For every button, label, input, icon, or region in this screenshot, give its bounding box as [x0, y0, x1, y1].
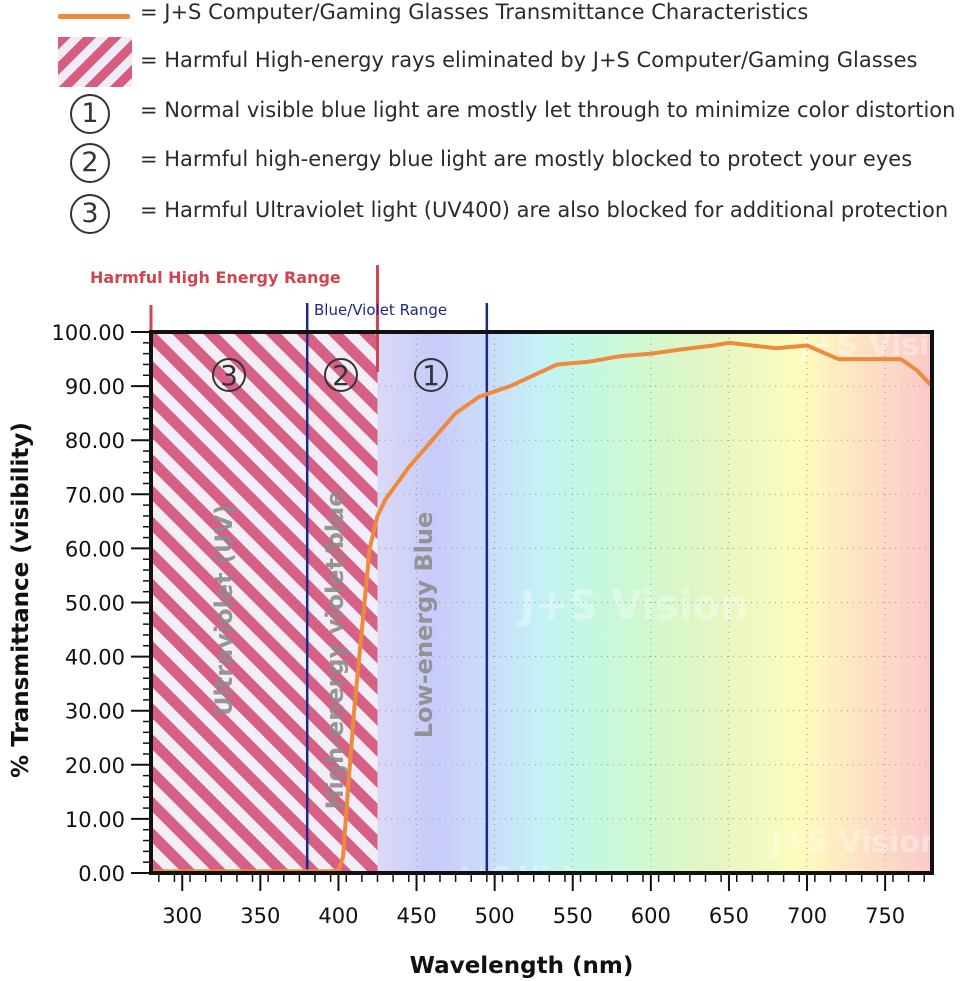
y-tick-label: 40.00: [65, 646, 125, 670]
watermark-text: J+S Vision: [517, 583, 749, 629]
region-vertical-label: Low-energy Blue: [410, 512, 438, 738]
y-tick-label: 100.00: [52, 321, 125, 345]
x-tick-label: 650: [709, 904, 749, 928]
x-tick-label: 350: [240, 904, 280, 928]
region-symbol: 3: [220, 359, 238, 392]
y-tick-label: 60.00: [65, 537, 125, 561]
hatched-region: [151, 332, 378, 873]
legend-text: = Normal visible blue light are mostly l…: [140, 98, 956, 122]
watermark-text: J+S Vision: [768, 825, 941, 860]
region-vertical-label: High-energy violet/blue: [321, 490, 349, 809]
y-axis-title: % Transmittance (visibility): [8, 422, 34, 778]
legend-text: = J+S Computer/Gaming Glasses Transmitta…: [140, 0, 809, 24]
hatch-swatch: [58, 37, 132, 87]
y-tick-label: 90.00: [65, 375, 125, 399]
legend-item-3: 3 = Harmful Ultraviolet light (UV400) ar…: [0, 194, 968, 234]
x-tick-label: 550: [553, 904, 593, 928]
transmittance-curve: [149, 340, 934, 874]
legend-text: = Harmful Ultraviolet light (UV400) are …: [140, 198, 949, 222]
region-symbol: 1: [422, 359, 440, 392]
legend-item-2: 2 = Harmful high-energy blue light are m…: [0, 143, 968, 183]
y-tick-label: 50.00: [65, 592, 125, 616]
harmful-range-label: Harmful High Energy Range: [90, 268, 341, 287]
legend-item-1: 1 = Normal visible blue light are mostly…: [0, 94, 968, 134]
x-tick-label: 450: [396, 904, 436, 928]
x-axis-title: Wavelength (nm): [410, 953, 634, 979]
region-symbol: 2: [332, 359, 350, 392]
y-tick-label: 20.00: [65, 754, 125, 778]
region-symbol-circle: [212, 358, 246, 392]
x-axis: 300 350 400 450 500 550 600 650 700 750: [158, 873, 925, 928]
y-tick-label: 70.00: [65, 483, 125, 507]
x-tick-label: 600: [631, 904, 671, 928]
region-symbol-circle: [324, 358, 358, 392]
region-symbol-circle: [414, 358, 448, 392]
y-axis: 0.00 10.00 20.00 30.00 40.00 50.00 60.00 70.00 8…: [52, 321, 151, 886]
x-tick-label: 500: [475, 904, 515, 928]
legend-item-curve: = J+S Computer/Gaming Glasses Transmitta…: [0, 0, 968, 40]
blue-range-label: Blue/Violet Range: [314, 301, 447, 319]
x-tick-label: 300: [162, 904, 202, 928]
circled-two-icon: 2: [70, 143, 110, 183]
y-tick-label: 80.00: [65, 429, 125, 453]
y-tick-label: 0.00: [78, 862, 125, 886]
orange-line-swatch: [58, 14, 130, 19]
legend-text: = Harmful High-energy rays eliminated by…: [140, 48, 918, 72]
x-tick-label: 700: [787, 904, 827, 928]
x-tick-label: 400: [318, 904, 358, 928]
region-vertical-label: Ultraviolet (UV): [210, 504, 238, 716]
legend-item-hatch: = Harmful High-energy rays eliminated by…: [0, 37, 968, 87]
y-tick-label: 10.00: [65, 808, 125, 832]
x-tick-label: 750: [865, 904, 905, 928]
y-tick-label: 30.00: [65, 700, 125, 724]
circled-three-icon: 3: [70, 194, 110, 234]
circled-one-icon: 1: [70, 94, 110, 134]
legend-text: = Harmful high-energy blue light are mos…: [140, 147, 913, 171]
